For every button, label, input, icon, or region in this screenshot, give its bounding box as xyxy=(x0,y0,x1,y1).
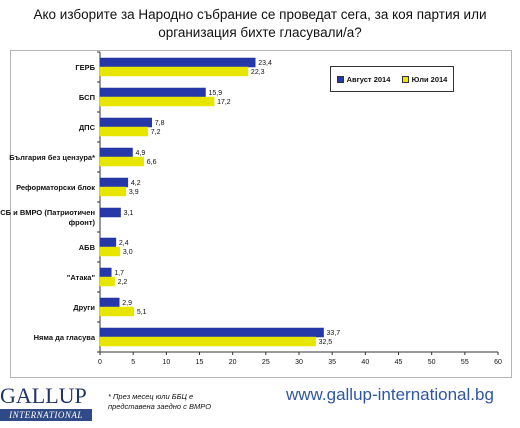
x-tick-label: 55 xyxy=(461,359,469,366)
bar-value-label: 7,8 xyxy=(155,120,165,127)
x-tick-label: 5 xyxy=(131,359,135,366)
legend-item-july: Юли 2014 xyxy=(401,74,448,84)
logo-main-text: GALLUP xyxy=(0,383,87,408)
bar-value-label: 5,1 xyxy=(137,309,147,316)
bar-august-2014 xyxy=(99,327,324,338)
x-tick-label: 30 xyxy=(295,359,303,366)
bar-value-label: 3,9 xyxy=(129,189,139,196)
logo-sub-text: INTERNATIONAL xyxy=(0,409,92,421)
x-tick-label: 50 xyxy=(428,359,436,366)
bar-value-label: 7,2 xyxy=(151,129,161,136)
bar-value-label: 2,4 xyxy=(119,240,129,247)
x-tick-label: 40 xyxy=(361,359,369,366)
bar-value-label: 3,0 xyxy=(123,249,133,256)
legend-item-august: Август 2014 xyxy=(336,74,391,84)
x-tick-label: 35 xyxy=(328,359,336,366)
chart-area xyxy=(10,50,512,378)
category-label: Други xyxy=(73,303,95,312)
category-label: България без цензура* xyxy=(9,153,95,162)
bar-value-label: 2,9 xyxy=(122,300,132,307)
bar-july-2014 xyxy=(99,276,115,287)
bar-value-label: 22,3 xyxy=(251,69,265,76)
bar-value-label: 2,2 xyxy=(118,279,128,286)
bar-august-2014 xyxy=(99,117,152,128)
bar-july-2014 xyxy=(99,246,121,257)
gallup-logo: GALLUP INTERNATIONAL xyxy=(0,383,92,423)
bar-august-2014 xyxy=(99,297,120,308)
bar-value-label: 15,9 xyxy=(208,90,222,97)
x-tick-label: 15 xyxy=(196,359,204,366)
x-tick-label: 0 xyxy=(98,359,102,366)
bar-july-2014 xyxy=(99,336,316,347)
bar-august-2014 xyxy=(99,147,133,158)
category-label: БСП xyxy=(79,93,95,102)
bar-value-label: 32,5 xyxy=(319,339,333,346)
bar-august-2014 xyxy=(99,87,206,98)
category-label: АБВ xyxy=(79,243,96,252)
bar-july-2014 xyxy=(99,96,215,107)
category-label: Няма да гласува xyxy=(34,333,96,342)
bar-value-label: 17,2 xyxy=(217,99,231,106)
x-tick-label: 60 xyxy=(494,359,502,366)
legend-swatch-july xyxy=(401,75,409,83)
bar-august-2014 xyxy=(99,177,129,188)
bar-value-label: 23,4 xyxy=(258,60,272,67)
bar-july-2014 xyxy=(99,66,249,77)
x-tick-label: 20 xyxy=(229,359,237,366)
legend-label-august: Август 2014 xyxy=(346,74,391,84)
bar-july-2014 xyxy=(99,126,149,137)
chart-legend: Август 2014 Юли 2014 xyxy=(330,66,454,92)
chart-title: Ако изборите за Народно събрание се пров… xyxy=(33,7,487,40)
x-tick-label: 10 xyxy=(162,359,170,366)
bar-august-2014 xyxy=(99,237,117,248)
x-tick-label: 45 xyxy=(395,359,403,366)
category-label: ГЕРБ xyxy=(75,63,95,72)
bar-value-label: 33,7 xyxy=(327,330,341,337)
bar-value-label: 6,6 xyxy=(147,159,157,166)
bar-august-2014 xyxy=(99,57,256,68)
category-label: "Атака" xyxy=(67,273,96,282)
category-label: Реформаторски блок xyxy=(16,183,95,192)
bar-august-2014 xyxy=(99,207,121,218)
category-label: ДПС xyxy=(79,123,96,132)
legend-swatch-august xyxy=(336,75,344,83)
bar-august-2014 xyxy=(99,267,112,278)
bar-july-2014 xyxy=(99,186,127,197)
legend-label-july: Юли 2014 xyxy=(411,74,448,84)
bar-july-2014 xyxy=(99,306,135,317)
x-tick-label: 25 xyxy=(262,359,270,366)
bar-value-label: 3,1 xyxy=(124,210,134,217)
bar-value-label: 4,9 xyxy=(136,150,146,157)
footnote: * През месец юли ББЦ е представена заедн… xyxy=(108,392,212,411)
website-link[interactable]: www.gallup-international.bg xyxy=(286,385,494,404)
bar-value-label: 4,2 xyxy=(131,180,141,187)
bar-july-2014 xyxy=(99,156,145,167)
bar-value-label: 1,7 xyxy=(114,270,124,277)
